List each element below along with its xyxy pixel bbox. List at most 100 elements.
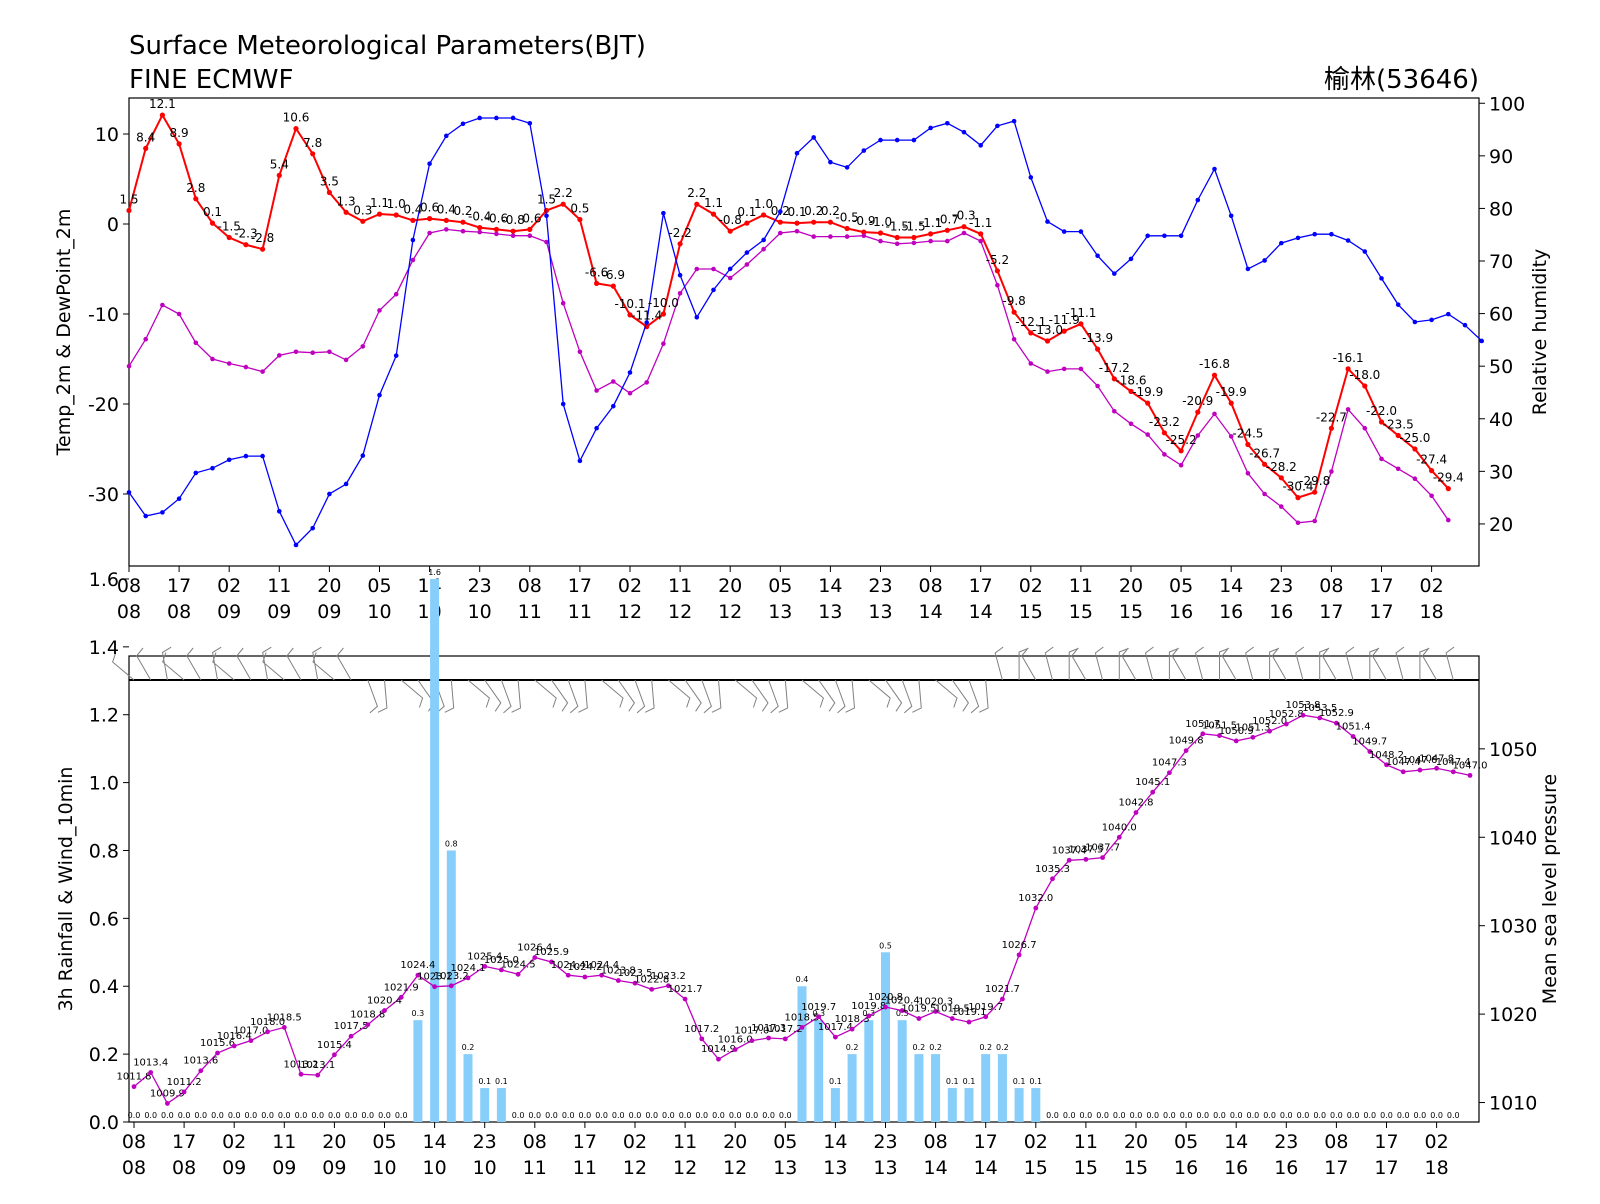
humidity-point: [360, 453, 366, 458]
pressure-point: [265, 1029, 270, 1035]
humidity-point: [844, 165, 850, 170]
pressure-point: [816, 1014, 822, 1020]
temp-data-label: -29.8: [1299, 474, 1330, 488]
humidity-point: [427, 161, 432, 167]
pressure-data-label: 1018.8: [350, 1010, 385, 1021]
humidity-point: [1162, 233, 1167, 239]
pressure-point: [1267, 728, 1272, 734]
rain-bar-label: 0.0: [144, 1111, 157, 1120]
humidity-axis-tick-label: 50: [1489, 356, 1513, 378]
pressure-data-label: 1053.5: [1302, 703, 1337, 714]
humidity-point: [661, 210, 666, 216]
rain-bar: [964, 1088, 974, 1122]
time-axis-day-label: 15: [1124, 1157, 1148, 1179]
rain-bar-label: 0.0: [579, 1111, 592, 1120]
pressure-point: [1000, 996, 1005, 1002]
temp-point: [193, 196, 199, 202]
time-axis-day-label: 13: [868, 601, 892, 623]
temp-point: [209, 220, 216, 226]
temp-point: [527, 226, 533, 232]
dewpoint-point: [661, 341, 666, 347]
temp-data-label: 12.1: [149, 97, 176, 111]
pressure-data-label: 1021.7: [668, 984, 703, 995]
pressure-point: [515, 971, 521, 977]
dewpoint-point: [143, 336, 148, 342]
temp-point: [226, 234, 232, 241]
pressure-data-label: 1047.0: [1453, 760, 1488, 771]
temp-data-label: -22.0: [1366, 404, 1397, 418]
temp-line: [128, 112, 1450, 499]
humidity-point: [1178, 233, 1184, 239]
dewpoint-point: [1429, 493, 1434, 499]
pressure-data-label: 1024.4: [400, 960, 435, 971]
pressure-point: [649, 986, 655, 992]
temp-data-label: -0.8: [718, 213, 741, 227]
rain-bar-label: 0.1: [963, 1077, 976, 1086]
time-axis-hour-label: 02: [623, 1131, 647, 1153]
temp-data-label: -0.9: [852, 214, 875, 228]
rain-bar-label: 0.1: [1013, 1077, 1026, 1086]
dewpoint-point: [1028, 361, 1034, 366]
pressure-data-label: 1019.7: [801, 1002, 836, 1013]
pressure-point: [1367, 749, 1373, 754]
time-axis-day-label: 12: [618, 601, 642, 623]
temperature-humidity-panel: 100-10-20-301009080706050403020080817080…: [53, 93, 1551, 623]
time-axis-hour-label: 08: [919, 575, 943, 597]
time-axis-hour-label: 23: [868, 575, 892, 597]
pressure-data-label: 1020.3: [918, 996, 953, 1007]
dewpoint-point: [544, 239, 549, 245]
temp-point: [276, 172, 282, 178]
temp-data-label: 0.6: [420, 201, 439, 215]
dewpoint-point: [711, 266, 716, 272]
pressure-data-label: 1020.8: [868, 992, 903, 1003]
temp-data-label: -0.6: [518, 211, 541, 225]
rain-bar-label: 0.0: [128, 1111, 141, 1120]
rain-bar-label: 0.0: [261, 1111, 274, 1120]
pressure-point: [1016, 952, 1022, 958]
humidity-point: [494, 115, 499, 121]
pressure-point: [432, 984, 437, 990]
temp-point: [143, 145, 149, 151]
pressure-point: [1050, 876, 1055, 882]
humidity-point: [577, 458, 583, 464]
pressure-data-label: 1018.5: [785, 1012, 820, 1023]
pressure-point: [1167, 770, 1172, 776]
rain-bar-label: 0.0: [1230, 1111, 1243, 1120]
time-axis-day-label: 16: [1224, 1157, 1248, 1179]
humidity-point: [627, 370, 633, 375]
temp-point: [1128, 388, 1134, 394]
rain-bar-label: 0.0: [1263, 1111, 1276, 1120]
time-axis-day-label: 08: [122, 1157, 146, 1179]
pressure-point: [1133, 810, 1139, 815]
rain-bar: [997, 1054, 1007, 1122]
humidity-point: [176, 496, 182, 501]
temp-axis-tick-label: -10: [88, 304, 119, 326]
pressure-point: [315, 1072, 321, 1078]
rain-bar-label: 0.2: [913, 1043, 926, 1052]
time-axis-hour-label: 02: [1019, 575, 1043, 597]
rain-bar-label: 0.0: [645, 1111, 658, 1120]
rain-bar-label: 0.2: [979, 1043, 992, 1052]
pressure-point: [799, 1024, 805, 1030]
dewpoint-point: [1178, 462, 1184, 468]
time-axis-day-label: 10: [468, 601, 492, 623]
dewpoint-point: [861, 233, 867, 238]
temp-data-label: -12.1: [1015, 315, 1046, 329]
pressure-point: [1467, 772, 1473, 778]
humidity-line: [128, 117, 1483, 547]
humidity-point: [544, 213, 549, 219]
pressure-point: [1250, 734, 1256, 740]
dewpoint-point: [277, 353, 282, 358]
dewpoint-point: [126, 363, 132, 369]
temp-point: [176, 141, 182, 147]
rain-bar-label: 0.1: [1029, 1077, 1042, 1086]
rain-bar-label: 0.0: [629, 1111, 642, 1120]
rain-bar-label: 0.0: [1363, 1111, 1376, 1120]
time-axis-hour-label: 02: [217, 575, 241, 597]
time-axis-hour-label: 20: [1119, 575, 1143, 597]
pressure-point: [866, 1013, 872, 1019]
time-axis-day-label: 15: [1019, 601, 1043, 623]
temp-data-label: -19.9: [1216, 385, 1247, 399]
humidity-point: [945, 120, 950, 126]
dewpoint-point: [1345, 407, 1351, 412]
